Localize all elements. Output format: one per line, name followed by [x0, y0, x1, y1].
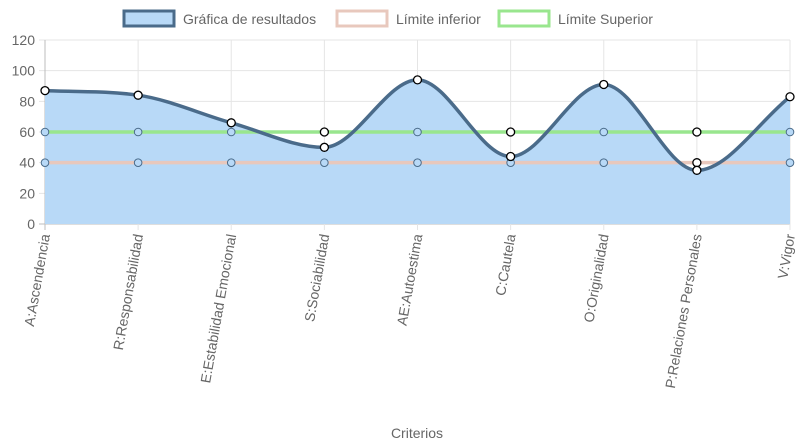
data-point[interactable] — [505, 127, 516, 137]
data-point[interactable] — [692, 158, 702, 168]
data-point[interactable] — [692, 127, 702, 137]
y-tick-label: 120 — [12, 32, 36, 48]
data-point[interactable] — [226, 118, 236, 128]
area-layer — [45, 79, 790, 224]
legend-swatch[interactable] — [335, 9, 389, 28]
legend-label[interactable]: Límite inferior — [396, 11, 481, 27]
legend-label[interactable]: Gráfica de resultados — [183, 11, 316, 27]
data-point[interactable] — [319, 142, 330, 152]
x-tick-label: O:Originalidad — [580, 233, 611, 324]
y-tick-label: 40 — [19, 155, 35, 171]
data-point[interactable] — [413, 158, 422, 167]
data-point[interactable] — [319, 127, 330, 137]
legend-swatch[interactable] — [497, 9, 551, 28]
data-point[interactable] — [599, 127, 609, 137]
data-point[interactable] — [40, 158, 50, 167]
legend: Gráfica de resultados Límite inferior Lími… — [122, 9, 653, 28]
x-tick-label: V:Vigor — [774, 232, 795, 280]
y-tick-label: 20 — [19, 185, 35, 201]
x-tick-label: R:Responsabilidad — [110, 233, 146, 352]
data-point[interactable] — [40, 85, 50, 96]
data-point[interactable] — [413, 127, 422, 137]
data-point[interactable] — [226, 158, 236, 167]
data-point[interactable] — [320, 158, 329, 167]
data-point[interactable] — [505, 151, 516, 162]
x-axis-ticks: A:Ascendencia R:Responsabilidad E:Estabili… — [21, 232, 795, 389]
data-point[interactable] — [785, 158, 795, 167]
legend-swatch[interactable] — [122, 9, 176, 28]
series-line — [44, 78, 792, 173]
y-tick-label: 80 — [19, 93, 35, 109]
x-axis-title: Criterios — [391, 425, 443, 441]
points-layer — [40, 75, 795, 175]
data-point[interactable] — [133, 127, 143, 137]
data-point[interactable] — [785, 92, 795, 102]
data-point[interactable] — [133, 90, 143, 100]
data-point[interactable] — [133, 158, 143, 167]
x-tick-label: A:Ascendencia — [21, 233, 53, 328]
series-area — [45, 79, 790, 224]
y-tick-label: 100 — [12, 63, 36, 79]
data-point[interactable] — [785, 127, 795, 137]
legend-label[interactable]: Límite Superior — [558, 11, 653, 27]
data-point[interactable] — [412, 75, 423, 85]
y-axis-ticks: 0 20 40 60 80 100 120 — [12, 32, 36, 232]
data-point[interactable] — [226, 127, 236, 137]
data-point[interactable] — [692, 165, 702, 175]
x-tick-label: C:Cautela — [492, 233, 519, 297]
x-tick-label: P:Relaciones Personales — [662, 233, 705, 390]
x-tick-label: S:Sociabilidad — [301, 233, 332, 323]
data-point[interactable] — [599, 158, 609, 167]
y-tick-label: 0 — [27, 216, 35, 232]
y-tick-label: 60 — [19, 124, 35, 140]
x-tick-label: AE:Autoestima — [394, 233, 426, 327]
x-tick-label: E:Estabilidad Emocional — [197, 233, 239, 384]
data-point[interactable] — [40, 127, 50, 137]
data-point[interactable] — [599, 79, 609, 90]
